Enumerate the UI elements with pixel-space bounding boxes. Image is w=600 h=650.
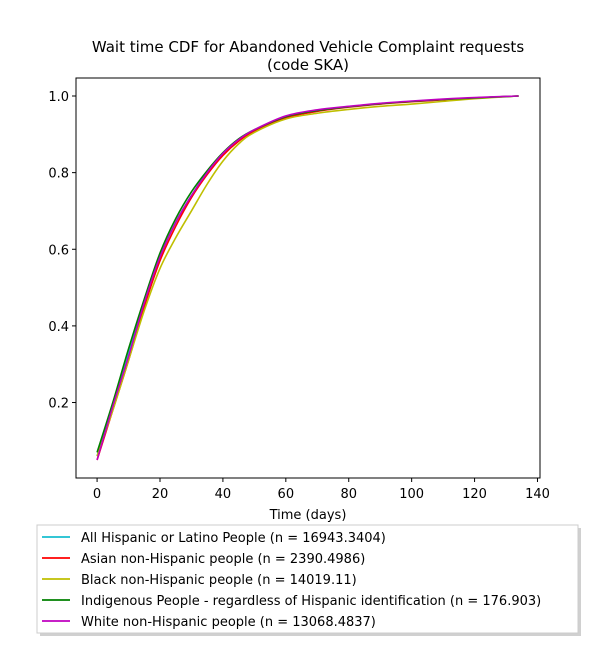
x-tick-label: 80 xyxy=(340,487,357,502)
x-tick-label: 0 xyxy=(93,487,101,502)
series-line-3 xyxy=(96,95,519,453)
chart-subtitle: (code SKA) xyxy=(267,56,349,74)
chart-title: Wait time CDF for Abandoned Vehicle Comp… xyxy=(92,38,524,56)
y-tick-label: 0.2 xyxy=(48,397,69,412)
legend-label-3: Indigenous People - regardless of Hispan… xyxy=(81,594,541,609)
x-tick-label: 40 xyxy=(215,487,232,502)
x-tick-label: 120 xyxy=(462,487,487,502)
x-tick-label: 60 xyxy=(278,487,295,502)
series-line-1 xyxy=(96,95,519,461)
series-line-2 xyxy=(96,95,519,457)
x-axis: 0 20 40 60 80 100 120 140 xyxy=(93,478,550,502)
legend-label-4: White non-Hispanic people (n = 13068.483… xyxy=(81,615,376,630)
series-line-0 xyxy=(96,95,519,457)
legend-items: All Hispanic or Latino People (n = 16943… xyxy=(42,531,541,630)
legend-label-2: Black non-Hispanic people (n = 14019.11) xyxy=(81,573,357,588)
plot-area xyxy=(75,77,541,479)
legend: All Hispanic or Latino People (n = 16943… xyxy=(36,524,581,636)
x-axis-label: Time (days) xyxy=(269,508,347,523)
legend-label-0: All Hispanic or Latino People (n = 16943… xyxy=(81,531,386,546)
legend-box xyxy=(36,524,579,634)
series-layer xyxy=(96,95,519,461)
y-tick-label: 0.8 xyxy=(48,167,69,182)
y-tick-label: 0.4 xyxy=(48,320,69,335)
x-tick-label: 100 xyxy=(399,487,424,502)
series-line-4 xyxy=(96,95,519,461)
x-tick-label: 140 xyxy=(525,487,550,502)
y-axis: 0.2 0.4 0.6 0.8 1.0 xyxy=(48,90,76,412)
legend-label-1: Asian non-Hispanic people (n = 2390.4986… xyxy=(81,552,365,567)
x-tick-label: 20 xyxy=(152,487,169,502)
y-tick-label: 0.6 xyxy=(48,243,69,258)
y-tick-label: 1.0 xyxy=(48,90,69,105)
